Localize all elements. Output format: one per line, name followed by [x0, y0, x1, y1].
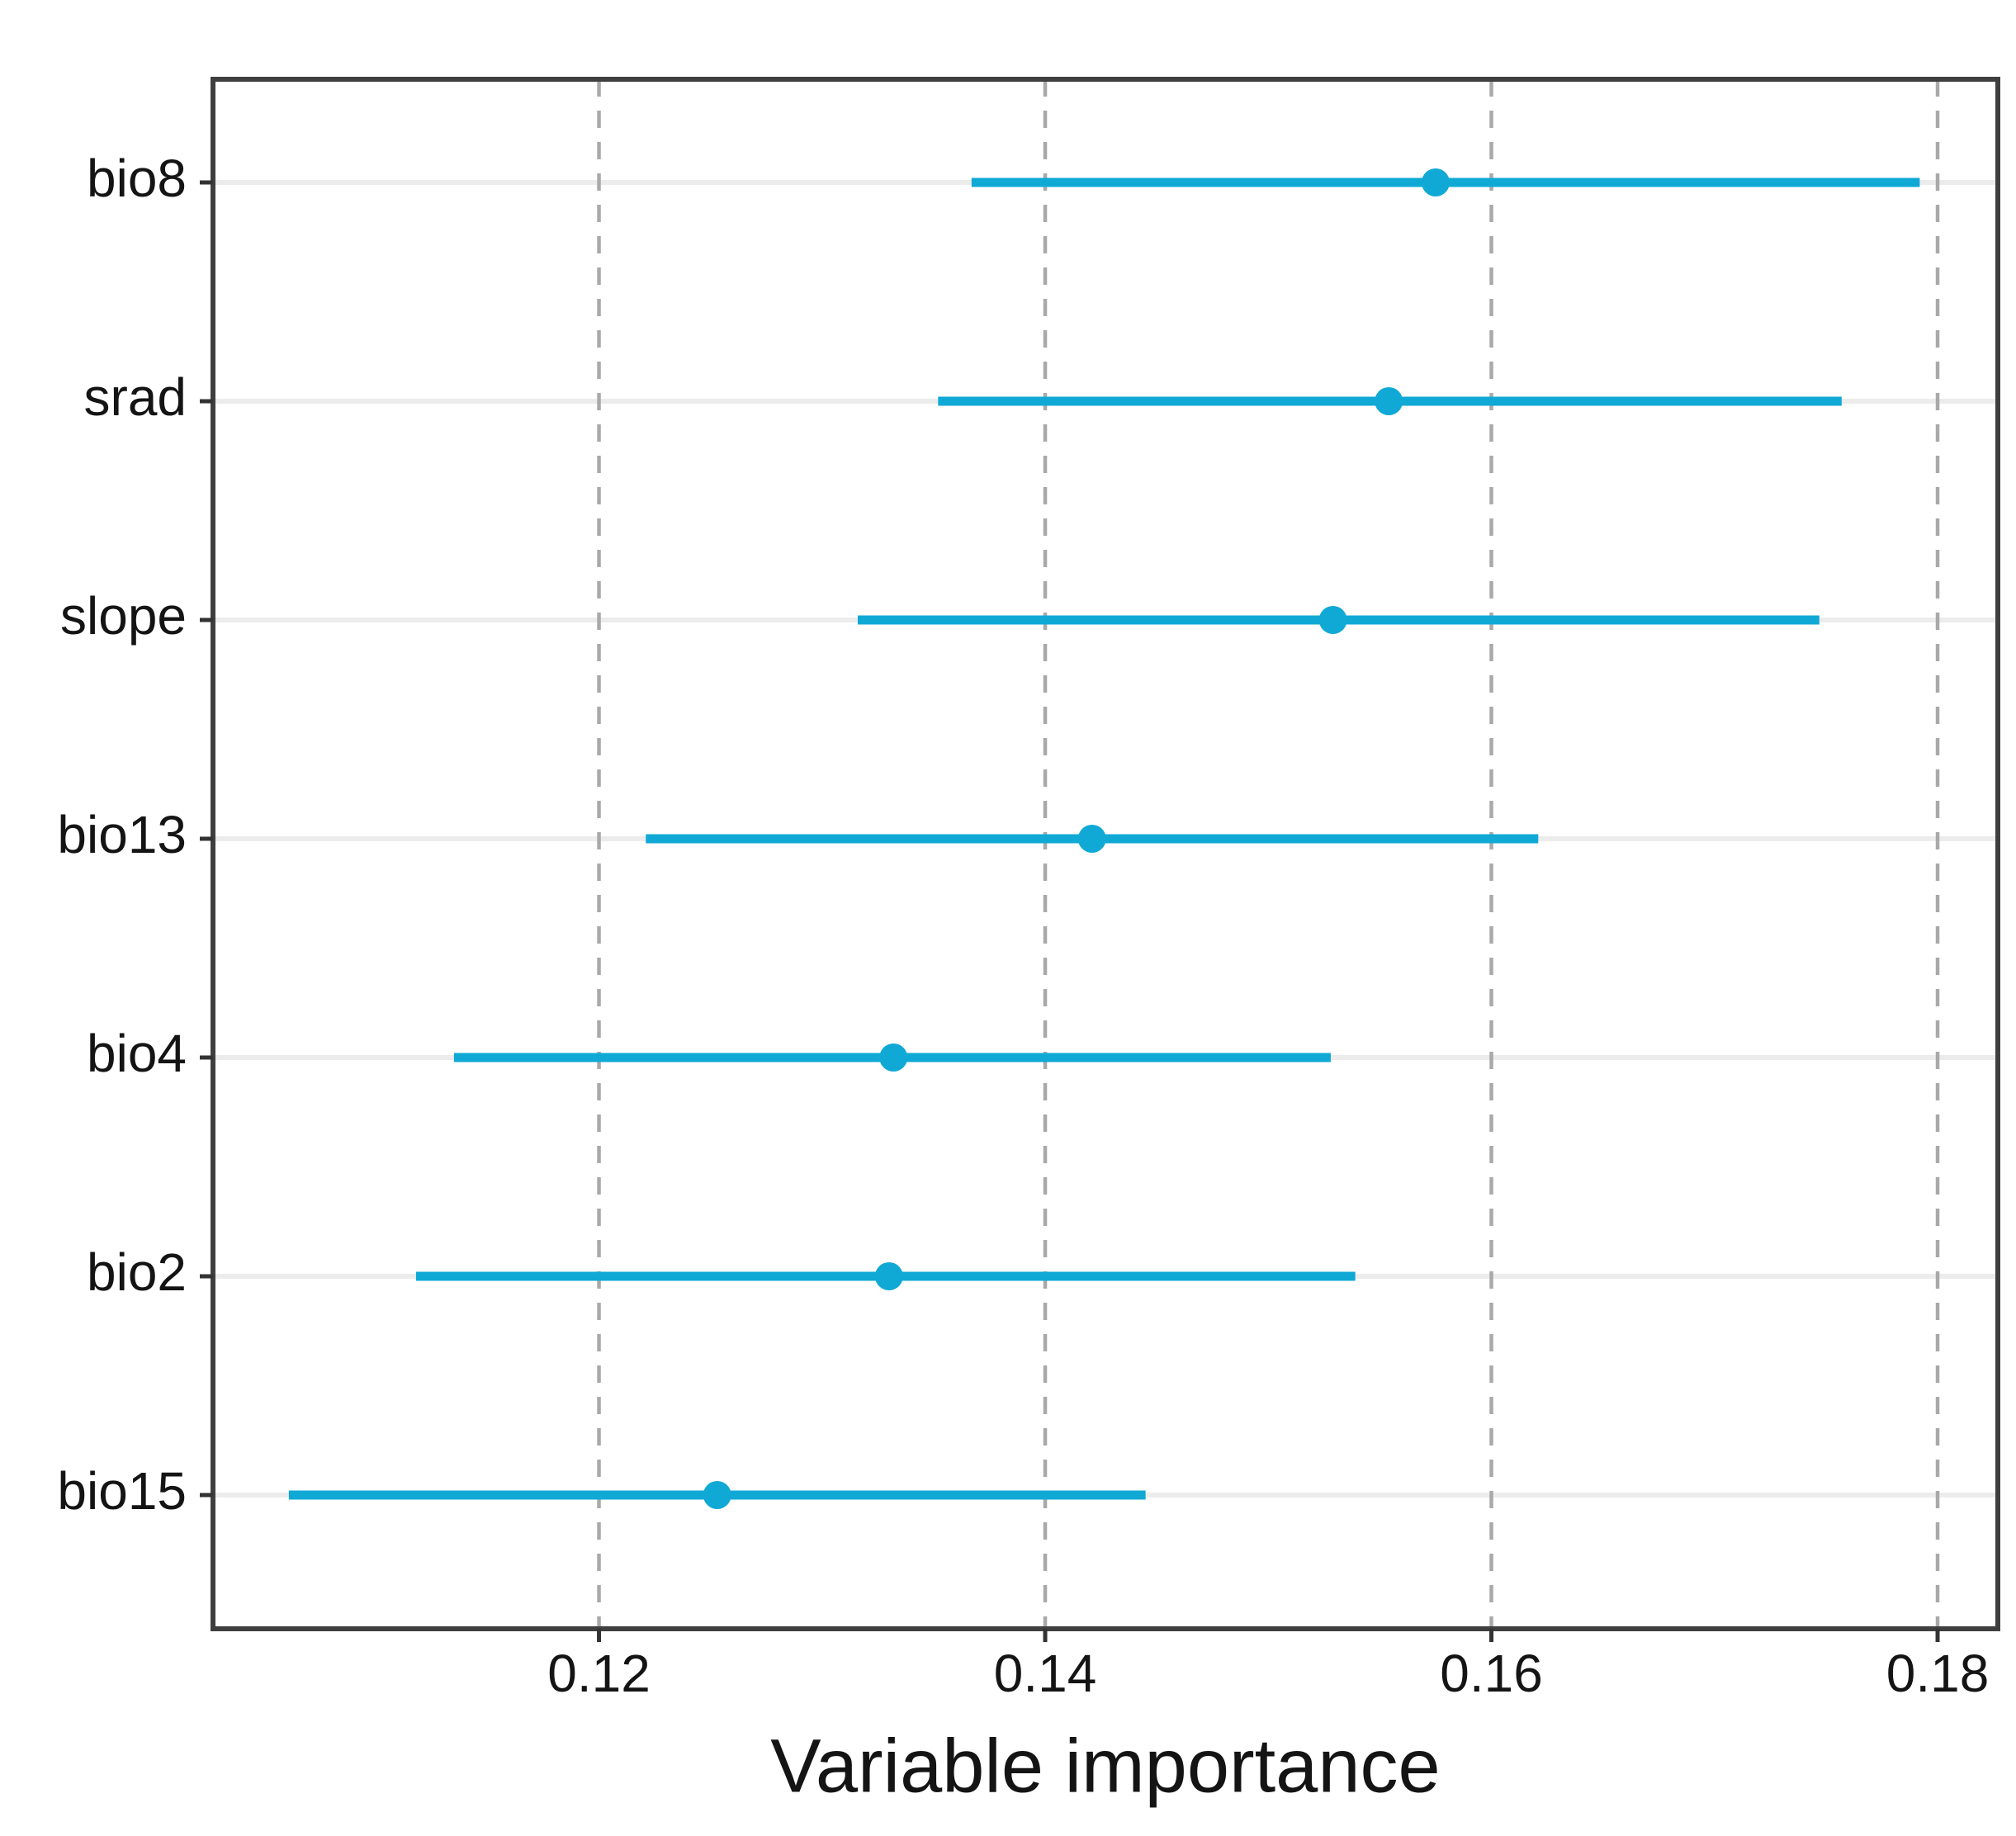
x-tick-label-0.12: 0.12 — [547, 1644, 651, 1703]
x-axis-tick-marks — [597, 1629, 1940, 1642]
panel-border — [211, 77, 2000, 1631]
y-category-label-bio2: bio2 — [87, 1242, 187, 1302]
x-tick-label-0.18: 0.18 — [1886, 1644, 1990, 1703]
y-category-label-bio15: bio15 — [57, 1461, 187, 1521]
y-category-label-srad: srad — [84, 367, 187, 427]
y-category-label-slope: slope — [60, 586, 187, 646]
x-axis-tick-labels: 0.12 0.14 0.16 0.18 — [547, 1644, 1989, 1703]
pointrange-series — [288, 168, 1920, 1509]
x-tick-label-0.16: 0.16 — [1440, 1644, 1543, 1703]
point-marker-bio13 — [1077, 825, 1106, 853]
y-axis-tick-marks — [200, 180, 213, 1498]
point-marker-srad — [1375, 387, 1403, 415]
y-category-label-bio13: bio13 — [57, 805, 187, 864]
x-tick-label-0.14: 0.14 — [994, 1644, 1097, 1703]
point-marker-slope — [1318, 606, 1347, 634]
point-marker-bio4 — [879, 1043, 908, 1072]
y-category-label-bio4: bio4 — [87, 1024, 187, 1083]
y-axis-category-labels: bio8 srad slope bio13 bio4 bio2 bio15 — [57, 149, 187, 1521]
point-marker-bio15 — [703, 1481, 731, 1509]
point-marker-bio2 — [874, 1262, 903, 1290]
point-marker-bio8 — [1421, 168, 1450, 196]
vertical-dashed-gridlines — [597, 79, 1940, 1629]
x-axis-title: Variable importance — [770, 1724, 1440, 1808]
y-category-label-bio8: bio8 — [87, 149, 187, 208]
